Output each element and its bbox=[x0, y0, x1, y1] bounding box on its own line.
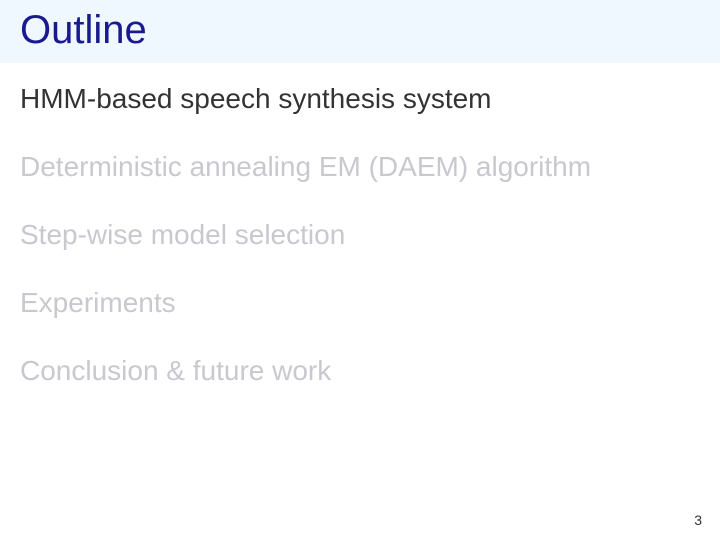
outline-item: HMM-based speech synthesis system bbox=[20, 83, 700, 115]
outline-content: HMM-based speech synthesis system Determ… bbox=[0, 63, 720, 387]
slide-title: Outline bbox=[20, 8, 700, 53]
page-number: 3 bbox=[694, 512, 702, 528]
outline-item: Experiments bbox=[20, 287, 700, 319]
title-bar: Outline bbox=[0, 0, 720, 63]
outline-item: Step-wise model selection bbox=[20, 219, 700, 251]
outline-item: Conclusion & future work bbox=[20, 355, 700, 387]
outline-item: Deterministic annealing EM (DAEM) algori… bbox=[20, 151, 700, 183]
